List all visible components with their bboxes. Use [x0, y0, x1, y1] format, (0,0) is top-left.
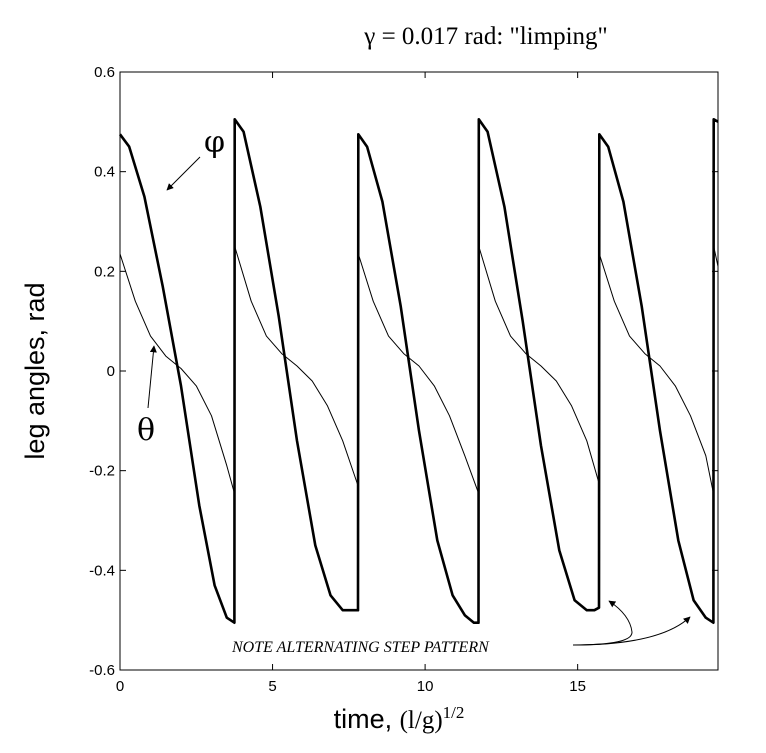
y-tick-label: -0.2 — [89, 463, 115, 480]
x-tick-label: 10 — [417, 678, 434, 695]
axis-ticks: -0.6 -0.4 -0.2 0 0.2 0.4 0.6 0 5 10 15 — [89, 64, 718, 695]
y-tick-label: 0.6 — [94, 64, 115, 81]
phi-annotation-label: φ — [204, 125, 225, 160]
series-theta-line — [119, 245, 719, 494]
x-axis-label-prefix: time, — [334, 704, 400, 734]
series-phi-line — [118, 118, 719, 624]
x-tick-label: 0 — [116, 678, 124, 695]
theta-annotation-arrow — [147, 345, 157, 409]
x-tick-label: 5 — [268, 678, 276, 695]
x-axis-label-math: (l/g) — [400, 707, 443, 734]
y-tick-label: 0.2 — [94, 263, 115, 280]
x-tick-label: 15 — [569, 678, 586, 695]
note-arrow-step-two — [572, 616, 691, 646]
phi-annotation-arrow — [166, 156, 201, 191]
x-axis-label-exponent: 1/2 — [443, 703, 465, 722]
series-layer — [118, 118, 719, 624]
chart-title: γ = 0.017 rad: "limping" — [363, 23, 607, 50]
y-axis-label: leg angles, rad — [20, 282, 50, 459]
y-tick-label: -0.6 — [89, 662, 115, 679]
y-tick-label: 0 — [107, 363, 115, 380]
note-annotation-text: NOTE ALTERNATING STEP PATTERN — [231, 639, 490, 656]
chart-title-text: γ = 0.017 rad: "limping" — [363, 23, 607, 50]
y-tick-label: 0.4 — [94, 164, 115, 181]
y-tick-label: -0.4 — [89, 562, 115, 579]
x-axis-label: time, (l/g)1/2 — [334, 703, 465, 734]
plot-area-frame — [119, 71, 719, 671]
theta-annotation-label: θ — [137, 413, 155, 448]
annotation-layer: φ θ NOTE ALTERNATING STEP PATTERN — [137, 125, 691, 656]
